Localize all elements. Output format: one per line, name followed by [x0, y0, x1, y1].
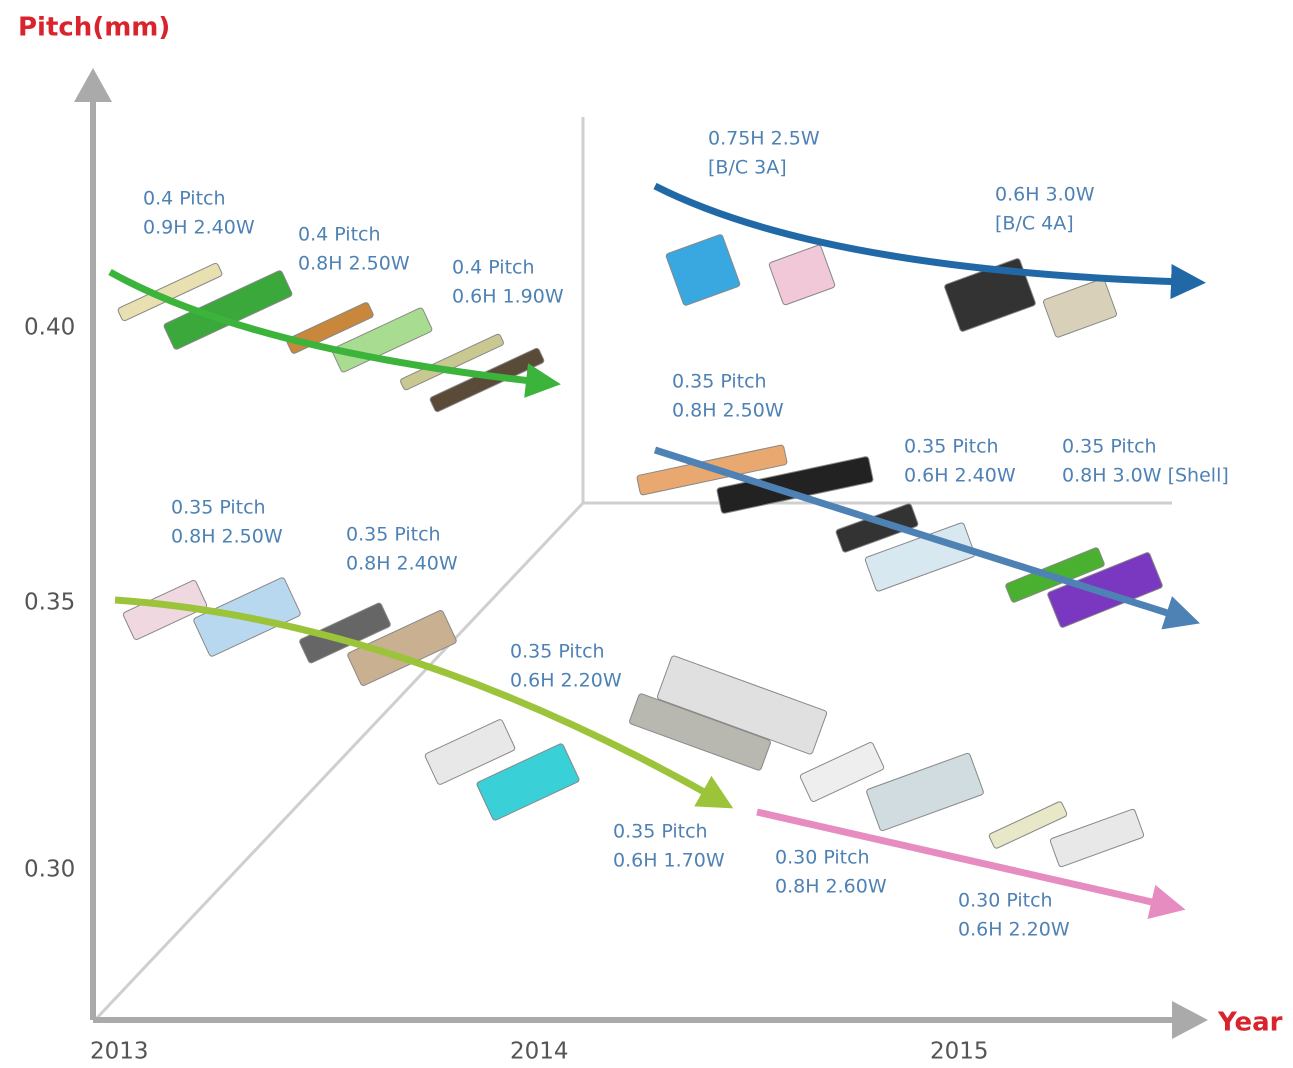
- y-label: 0.35: [24, 590, 75, 616]
- annotation-line: 0.4 Pitch: [143, 188, 226, 210]
- y-label: 0.30: [24, 857, 75, 883]
- connector: [665, 234, 740, 306]
- annotation-line: 0.9H 2.40W: [143, 217, 255, 239]
- y-axis-title: Pitch(mm): [18, 13, 170, 43]
- y-label: 0.40: [24, 315, 75, 341]
- annotation-line: [B/C 4A]: [995, 213, 1074, 235]
- annotation-line: 0.8H 3.0W [Shell]: [1062, 465, 1229, 487]
- connector: [1043, 278, 1118, 338]
- annotation-line: 0.30 Pitch: [775, 847, 870, 869]
- annotation-line: 0.8H 2.60W: [775, 876, 887, 898]
- x-axis-title: Year: [1217, 1008, 1283, 1038]
- annotation-line: 0.8H 2.50W: [672, 400, 784, 422]
- annotation-line: 0.35 Pitch: [613, 821, 708, 843]
- perspective-lines: [95, 117, 1172, 1020]
- connector: [768, 244, 835, 305]
- annotation-line: 0.6H 3.0W: [995, 184, 1095, 206]
- annotation-line: 0.6H 1.90W: [452, 286, 564, 308]
- x-label: 2015: [930, 1039, 989, 1065]
- annotation-line: 0.8H 2.40W: [346, 553, 458, 575]
- x-label: 2013: [90, 1039, 149, 1065]
- annotation-line: 0.6H 2.40W: [904, 465, 1016, 487]
- annotation-line: 0.8H 2.50W: [171, 526, 283, 548]
- annotation-line: 0.6H 2.20W: [958, 919, 1070, 941]
- annotation-line: [B/C 3A]: [708, 157, 787, 179]
- diagram: Pitch(mm) Year 0.40 0.35 0.30 2013 2014 …: [0, 0, 1293, 1068]
- connector-images: [117, 234, 1163, 868]
- annotation-line: 0.6H 2.20W: [510, 670, 622, 692]
- x-label: 2014: [510, 1039, 569, 1065]
- annotation-line: 0.30 Pitch: [958, 890, 1053, 912]
- annotation-line: 0.35 Pitch: [672, 371, 767, 393]
- annotation-line: 0.35 Pitch: [171, 497, 266, 519]
- annotation-line: 0.8H 2.50W: [298, 253, 410, 275]
- annotation-line: 0.4 Pitch: [298, 224, 381, 246]
- annotation-line: 0.35 Pitch: [1062, 436, 1157, 458]
- annotation-line: 0.75H 2.5W: [708, 128, 820, 150]
- connector: [866, 753, 984, 832]
- annotation-line: 0.35 Pitch: [346, 524, 441, 546]
- annotation-line: 0.6H 1.70W: [613, 850, 725, 872]
- annotation-line: 0.35 Pitch: [510, 641, 605, 663]
- annotation-line: 0.4 Pitch: [452, 257, 535, 279]
- annotation-line: 0.35 Pitch: [904, 436, 999, 458]
